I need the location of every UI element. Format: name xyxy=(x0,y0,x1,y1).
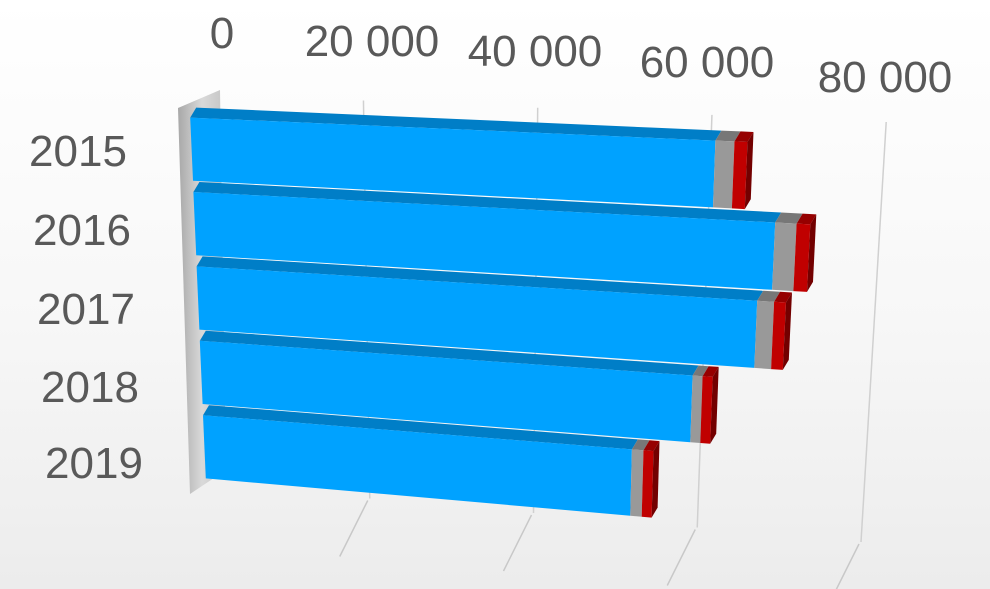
bar-top-face xyxy=(193,182,782,223)
bar-end-cap xyxy=(651,441,660,518)
bar-top-face xyxy=(715,130,741,142)
x-tick-label: 40 000 xyxy=(468,27,603,76)
bar-segment xyxy=(641,450,654,518)
bar-top-face xyxy=(631,439,650,451)
bar-segment xyxy=(772,222,797,292)
gridline xyxy=(860,121,887,543)
category-label: 2015 xyxy=(29,127,127,176)
bar-top-face xyxy=(796,213,817,225)
bar-top-face xyxy=(199,330,699,376)
bar-segment xyxy=(731,141,748,210)
bar-top-face xyxy=(702,366,719,377)
bar-end-cap xyxy=(807,214,817,292)
x-tick-label: 60 000 xyxy=(640,38,775,87)
bar-end-cap xyxy=(710,366,719,444)
bar-group-2019 xyxy=(203,405,660,518)
bar-top-face xyxy=(203,405,638,450)
bar-top-face xyxy=(734,131,754,142)
bar-group-2017 xyxy=(196,256,792,370)
bar-top-face xyxy=(190,107,722,141)
bar-segment xyxy=(199,340,693,443)
category-axis: 2015 2016 2017 2018 2019 xyxy=(29,127,143,488)
floor-gridline xyxy=(835,543,860,589)
bar-group-2015 xyxy=(190,107,754,210)
x-tick-label: 80 000 xyxy=(818,53,953,102)
category-label: 2018 xyxy=(41,363,139,412)
category-label: 2017 xyxy=(37,285,135,334)
x-tick-label: 0 xyxy=(210,9,234,58)
category-label: 2016 xyxy=(33,206,131,255)
bar-segment xyxy=(196,266,758,368)
floor-gridline xyxy=(502,514,533,572)
bar-segment xyxy=(190,117,716,208)
category-label: 2019 xyxy=(45,439,143,488)
bar-top-face xyxy=(643,440,660,452)
bar-segment xyxy=(793,223,811,292)
bar-group-2016 xyxy=(193,182,817,292)
bar-segment xyxy=(754,300,775,370)
bar-top-face xyxy=(775,212,803,224)
floor-gridline xyxy=(339,500,369,557)
bar-group-2018 xyxy=(199,330,719,444)
bar-end-cap xyxy=(782,292,792,370)
bar-segment xyxy=(203,415,632,516)
bar-top-face xyxy=(196,256,764,301)
bar-end-cap xyxy=(744,132,754,210)
bar-segment xyxy=(713,140,735,209)
bar-segment xyxy=(771,301,786,370)
bar-top-face xyxy=(774,291,792,303)
floor-gridline xyxy=(666,529,696,586)
bars xyxy=(190,107,817,518)
bar-segment xyxy=(690,375,703,443)
bar-top-face xyxy=(757,290,781,302)
bar-segment xyxy=(193,192,776,290)
bar-segment xyxy=(630,449,644,517)
x-tick-label: 20 000 xyxy=(305,17,440,66)
bar-top-face xyxy=(692,365,709,377)
x-axis-ticks: 0 20 000 40 000 60 000 80 000 xyxy=(210,9,953,102)
bar-segment xyxy=(700,376,713,444)
